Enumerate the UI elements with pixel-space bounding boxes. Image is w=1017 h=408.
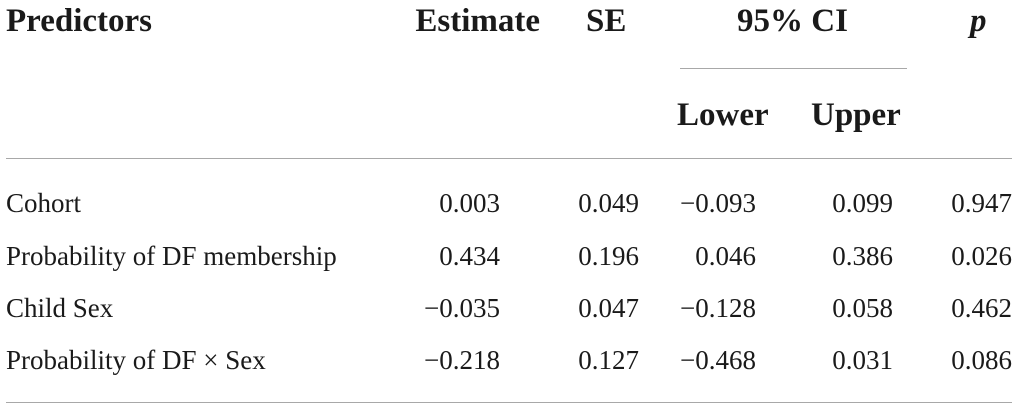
row-se: 0.047 [578, 293, 639, 323]
ci-span-rule [680, 68, 907, 69]
row-p: 0.026 [951, 241, 1012, 271]
row-upper: 0.386 [832, 241, 893, 271]
row-predictor: Probability of DF × Sex [6, 345, 266, 375]
row-predictor: Child Sex [6, 293, 114, 323]
row-upper: 0.058 [832, 293, 893, 323]
row-se: 0.196 [578, 241, 639, 271]
row-upper: 0.099 [832, 188, 893, 218]
row-predictor: Cohort [6, 188, 82, 218]
table-bottom-rule [6, 402, 1012, 403]
row-se: 0.127 [578, 345, 639, 375]
header-p: p [970, 3, 987, 39]
row-estimate: −0.218 [424, 345, 500, 375]
row-lower: −0.128 [680, 293, 756, 323]
header-estimate: Estimate [415, 3, 540, 39]
row-lower: 0.046 [695, 241, 756, 271]
row-p: 0.462 [951, 293, 1012, 323]
header-upper: Upper [811, 97, 901, 133]
header-lower: Lower [677, 97, 769, 133]
row-estimate: 0.434 [439, 241, 500, 271]
row-lower: −0.468 [680, 345, 756, 375]
header-se: SE [586, 3, 627, 39]
row-estimate: −0.035 [424, 293, 500, 323]
header-predictors: Predictors [6, 3, 153, 39]
header-rule [6, 158, 1012, 159]
row-upper: 0.031 [832, 345, 893, 375]
row-se: 0.049 [578, 188, 639, 218]
header-ci: 95% CI [737, 3, 848, 39]
row-p: 0.086 [951, 345, 1012, 375]
row-estimate: 0.003 [439, 188, 500, 218]
row-lower: −0.093 [680, 188, 756, 218]
row-p: 0.947 [951, 188, 1012, 218]
row-predictor: Probability of DF membership [6, 241, 337, 271]
